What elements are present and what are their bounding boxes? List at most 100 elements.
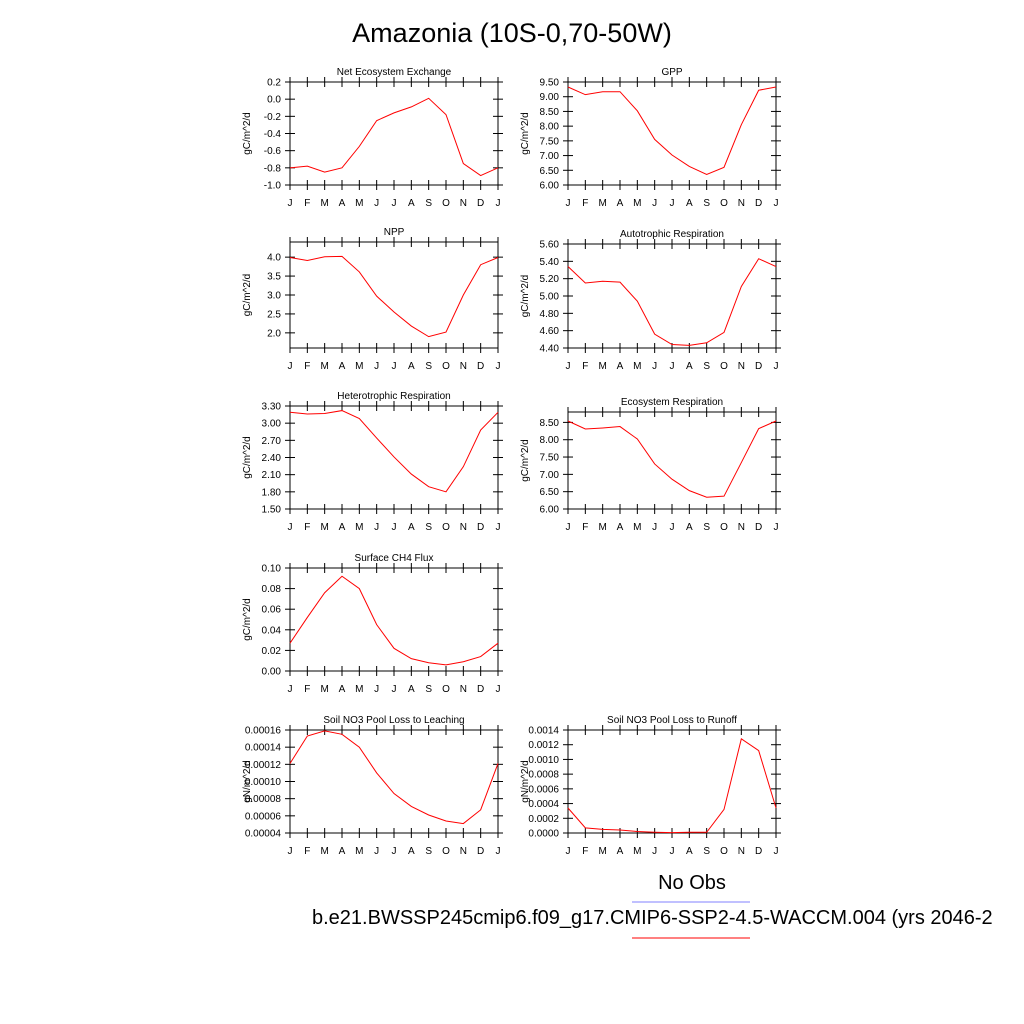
x-tick-label: J bbox=[670, 846, 675, 857]
x-tick-label: N bbox=[460, 684, 467, 695]
x-tick-label: J bbox=[652, 198, 657, 209]
x-tick-label: M bbox=[633, 198, 641, 209]
y-tick-label: 0.00008 bbox=[245, 794, 282, 805]
chart-panel: GPP gC/m^2/d 9.50 9.00 8.50 8.00 7.50 7.00 6.50 6… bbox=[520, 67, 781, 209]
y-tick-label: -1.0 bbox=[264, 181, 282, 192]
y-axis-label: gC/m^2/d bbox=[520, 275, 531, 318]
x-tick-label: S bbox=[425, 198, 432, 209]
x-tick-label: N bbox=[460, 522, 467, 533]
series-line bbox=[289, 410, 499, 493]
y-tick-label: 3.0 bbox=[267, 291, 281, 302]
y-tick-label: 0.00010 bbox=[245, 777, 282, 788]
y-axis-label: gC/m^2/d bbox=[520, 112, 531, 155]
y-tick-label: 6.00 bbox=[540, 505, 560, 516]
x-tick-label: A bbox=[408, 361, 415, 372]
y-tick-label: 3.5 bbox=[267, 272, 281, 283]
y-tick-label: 4.80 bbox=[540, 309, 560, 320]
x-tick-label: J bbox=[392, 198, 397, 209]
x-tick-label: S bbox=[703, 198, 710, 209]
chart-title: NPP bbox=[384, 227, 405, 238]
x-tick-label: M bbox=[633, 522, 641, 533]
x-tick-label: J bbox=[774, 361, 779, 372]
x-tick-label: A bbox=[339, 684, 346, 695]
y-tick-label: -0.4 bbox=[264, 129, 282, 140]
x-tick-label: J bbox=[774, 198, 779, 209]
x-tick-label: J bbox=[670, 522, 675, 533]
x-tick-label: S bbox=[703, 361, 710, 372]
x-tick-label: M bbox=[320, 684, 328, 695]
y-tick-label: 7.00 bbox=[540, 151, 560, 162]
y-axis-label: gC/m^2/d bbox=[242, 436, 253, 479]
x-tick-label: J bbox=[496, 846, 501, 857]
y-tick-label: 0.08 bbox=[262, 584, 282, 595]
y-tick-label: 2.10 bbox=[262, 470, 282, 481]
x-tick-label: O bbox=[442, 198, 450, 209]
y-tick-label: 7.50 bbox=[540, 453, 560, 464]
x-tick-label: F bbox=[304, 198, 310, 209]
y-tick-label: 7.00 bbox=[540, 470, 560, 481]
chart-panel: Soil NO3 Pool Loss to RunoffgN/m^2/d0.00… bbox=[520, 715, 781, 857]
x-tick-label: M bbox=[355, 846, 363, 857]
series-line bbox=[567, 258, 777, 346]
x-tick-label: A bbox=[408, 198, 415, 209]
x-tick-label: D bbox=[477, 846, 484, 857]
x-tick-label: J bbox=[288, 522, 293, 533]
chart-title: Ecosystem Respiration bbox=[621, 397, 723, 408]
x-tick-label: M bbox=[598, 522, 606, 533]
y-axis-label: gC/m^2/d bbox=[242, 598, 253, 641]
y-tick-label: 7.50 bbox=[540, 136, 560, 147]
x-tick-label: S bbox=[425, 684, 432, 695]
x-tick-label: M bbox=[633, 361, 641, 372]
legend-obs-label: No Obs bbox=[658, 872, 726, 894]
x-tick-label: O bbox=[442, 522, 450, 533]
x-tick-label: F bbox=[304, 361, 310, 372]
x-tick-label: J bbox=[566, 198, 571, 209]
x-tick-label: D bbox=[477, 361, 484, 372]
y-tick-label: 0.04 bbox=[262, 625, 282, 636]
x-tick-label: F bbox=[304, 684, 310, 695]
x-tick-label: J bbox=[566, 361, 571, 372]
y-tick-label: 4.60 bbox=[540, 326, 560, 337]
chart-title: Heterotrophic Respiration bbox=[337, 391, 450, 402]
x-tick-label: O bbox=[442, 684, 450, 695]
y-tick-label: 4.0 bbox=[267, 253, 281, 264]
y-tick-label: 0.0014 bbox=[528, 726, 559, 737]
y-tick-label: 8.50 bbox=[540, 107, 560, 118]
y-tick-label: 2.0 bbox=[267, 328, 281, 339]
x-tick-label: J bbox=[670, 361, 675, 372]
x-tick-label: D bbox=[755, 522, 762, 533]
series-line bbox=[567, 738, 777, 834]
y-tick-label: 5.00 bbox=[540, 292, 560, 303]
x-tick-label: J bbox=[374, 361, 379, 372]
y-tick-label: 0.00006 bbox=[245, 811, 282, 822]
page-title: Amazonia (10S-0,70-50W) bbox=[352, 18, 672, 48]
chart-title: Net Ecosystem Exchange bbox=[337, 67, 452, 78]
x-tick-label: F bbox=[582, 361, 588, 372]
y-tick-label: 2.70 bbox=[262, 436, 282, 447]
x-tick-label: J bbox=[496, 684, 501, 695]
x-tick-label: A bbox=[617, 361, 624, 372]
x-tick-label: N bbox=[460, 846, 467, 857]
x-tick-label: N bbox=[738, 198, 745, 209]
y-axis-label: gN/m^2/d bbox=[242, 760, 253, 803]
x-tick-label: A bbox=[408, 522, 415, 533]
x-tick-label: M bbox=[320, 198, 328, 209]
y-tick-label: 8.00 bbox=[540, 122, 560, 133]
y-tick-label: 2.40 bbox=[262, 453, 282, 464]
x-tick-label: A bbox=[339, 846, 346, 857]
chart-panel: Ecosystem Respiration gC/m^2/d 8.50 8.00 7.5… bbox=[520, 397, 781, 533]
x-tick-label: M bbox=[355, 522, 363, 533]
x-tick-label: F bbox=[304, 522, 310, 533]
x-tick-label: J bbox=[392, 846, 397, 857]
y-tick-label: 8.00 bbox=[540, 435, 560, 446]
x-tick-label: J bbox=[496, 361, 501, 372]
x-tick-label: J bbox=[288, 198, 293, 209]
y-tick-label: 0.00016 bbox=[245, 726, 282, 737]
y-tick-label: 1.50 bbox=[262, 505, 282, 516]
x-tick-label: F bbox=[582, 846, 588, 857]
x-tick-label: D bbox=[755, 198, 762, 209]
y-tick-label: -0.2 bbox=[264, 112, 282, 123]
x-tick-label: A bbox=[339, 361, 346, 372]
